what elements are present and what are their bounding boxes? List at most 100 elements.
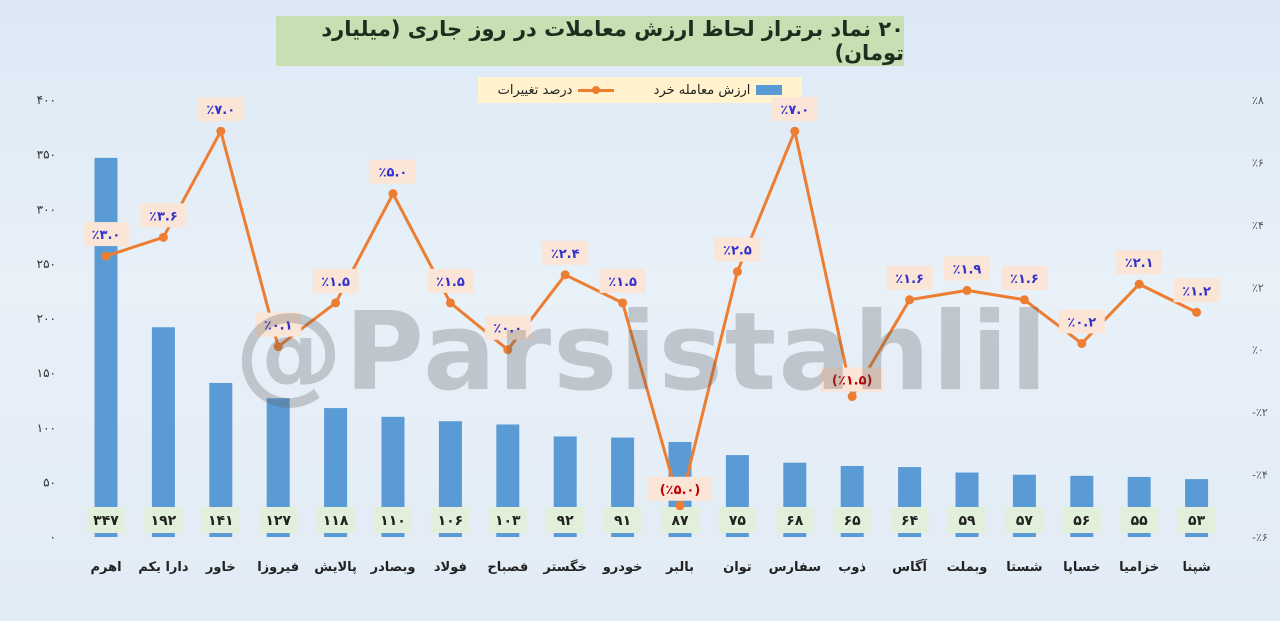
- x-tick-label: خگستر: [542, 559, 587, 575]
- bar-value-label-box: [431, 507, 470, 533]
- line-marker: [905, 295, 915, 305]
- line-data-label-box: [542, 240, 589, 265]
- line-data-label: ٪۱.۵: [608, 275, 637, 290]
- bar-value-label-box: [87, 507, 125, 533]
- bar-value-label-box: [201, 507, 240, 533]
- y-left-tick-label: ۳۵۰: [37, 148, 56, 162]
- line-data-label-box: [599, 268, 646, 293]
- line-data-label: ٪۲.۵: [723, 244, 752, 259]
- line-marker: [158, 232, 168, 242]
- line-data-label-box: [484, 315, 531, 340]
- line-data-label-box: [771, 97, 818, 122]
- line-data-label: ٪۳.۶: [149, 209, 178, 224]
- line-data-label: ٪۰.۲: [1067, 315, 1096, 330]
- y-left-tick-label: ۵۰: [43, 475, 56, 489]
- y-left-tick-label: ۲۵۰: [37, 257, 56, 271]
- bar-value-label-box: [488, 507, 527, 533]
- bar: [151, 327, 175, 537]
- bar-value-label-box: [1177, 507, 1216, 533]
- line-marker: [503, 345, 513, 355]
- bar-value-label: ۱۰۳: [495, 513, 521, 529]
- line-data-label-box: [1001, 265, 1048, 290]
- x-tick-label: دارا یکم: [138, 560, 189, 575]
- legend-line-swatch: [578, 85, 615, 95]
- line-data-label-box: [312, 268, 359, 293]
- bar: [381, 416, 405, 537]
- line-data-label-box: [820, 367, 885, 392]
- bar-value-label: ۸۷: [671, 513, 689, 529]
- x-tick-label: بالبر: [665, 560, 694, 575]
- line-data-label-box: [140, 203, 187, 228]
- line-marker: [560, 270, 570, 280]
- line-data-label-box: [648, 476, 712, 501]
- bar-value-label: ۶۸: [786, 513, 804, 529]
- y-right-tick-label: ٪۴: [1252, 219, 1264, 232]
- line-data-label: ٪۱.۹: [953, 262, 982, 277]
- chart-legend: ارزش معامله خرد درصد تغییرات: [478, 77, 802, 103]
- bar-value-label: ۵۳: [1188, 513, 1206, 529]
- bar-value-label-box: [718, 507, 757, 533]
- line-data-label-box: [1116, 250, 1163, 275]
- legend-item-bar: ارزش معامله خرد: [654, 83, 783, 98]
- line-marker: [618, 298, 628, 308]
- bar-value-label: ۶۵: [844, 513, 862, 529]
- y-left-tick-label: ۱۵۰: [37, 366, 56, 380]
- x-tick-label: سفارس: [769, 560, 821, 575]
- x-tick-label: خساپا: [1063, 560, 1100, 575]
- y-left-tick-label: ۲۰۰: [37, 312, 56, 326]
- bar-value-label-box: [144, 507, 183, 533]
- line-data-label-box: [255, 312, 302, 337]
- line-marker: [101, 251, 111, 261]
- bar-value-label: ۹۱: [614, 513, 631, 529]
- chart-title: ۲۰ نماد برتراز لحاظ ارزش معاملات در روز …: [276, 16, 904, 66]
- bar-value-label-box: [1062, 507, 1101, 533]
- line-marker: [445, 298, 455, 308]
- bar-value-label-box: [546, 507, 585, 533]
- bar-value-label: ۱۰۶: [438, 513, 464, 529]
- line-data-label: ٪۱.۶: [1010, 272, 1039, 287]
- y-left-tick-label: ۱۰۰: [37, 421, 56, 435]
- line-marker: [1077, 338, 1087, 348]
- bar: [209, 382, 233, 537]
- line-marker: [847, 392, 857, 402]
- line-data-label-box: [1058, 309, 1105, 334]
- line-data-label: ٪۰.۱: [264, 319, 293, 334]
- line-data-label: ٪۷.۰: [206, 103, 235, 118]
- x-tick-label: فصباح: [487, 560, 528, 575]
- bar-value-label: ۵۷: [1016, 513, 1034, 529]
- x-tick-label: ذوب: [838, 560, 866, 575]
- line-data-label: ٪۱.۲: [1182, 284, 1211, 299]
- line-marker: [388, 189, 398, 199]
- line-data-label-box: [944, 256, 990, 281]
- line-data-label: ٪۲.۴: [551, 247, 580, 262]
- x-tick-label: وبملت: [947, 560, 988, 575]
- legend-line-label: درصد تغییرات: [497, 82, 573, 98]
- bar-value-label: ۱۱۰: [380, 513, 406, 529]
- line-data-label-box: [83, 222, 129, 247]
- bar-value-label-box: [948, 507, 986, 533]
- line-data-label: ٪۱.۵: [436, 275, 465, 290]
- line-data-label: ٪۲.۱: [1125, 256, 1154, 271]
- bar-value-label: ۶۴: [901, 513, 919, 529]
- line-marker: [1192, 307, 1202, 317]
- y-right-tick-label: -٪۲: [1252, 406, 1268, 419]
- bar-value-label: ۵۵: [1131, 513, 1149, 529]
- x-tick-label: اهرم: [90, 560, 121, 575]
- legend-item-line: درصد تغییرات: [498, 83, 615, 98]
- bar-value-label: ۱۹۲: [151, 513, 177, 529]
- y-right-tick-label: ٪۸: [1252, 94, 1264, 107]
- x-tick-label: پالایش: [314, 560, 357, 575]
- line-data-label: ٪۵.۰: [379, 166, 408, 181]
- line-data-label: (٪۵.۰): [660, 483, 701, 498]
- bar-value-label-box: [316, 507, 355, 533]
- line-marker: [732, 267, 742, 277]
- line-data-label: ٪۰.۰: [493, 322, 522, 337]
- bar-value-label: ۹۲: [557, 513, 575, 529]
- legend-bar-label: ارزش معامله خرد: [653, 82, 751, 98]
- bar-value-label-box: [775, 507, 814, 533]
- bar-value-label: ۱۱۸: [323, 513, 349, 529]
- line-marker: [962, 285, 972, 295]
- y-left-tick-label: ۴۰۰: [37, 93, 56, 107]
